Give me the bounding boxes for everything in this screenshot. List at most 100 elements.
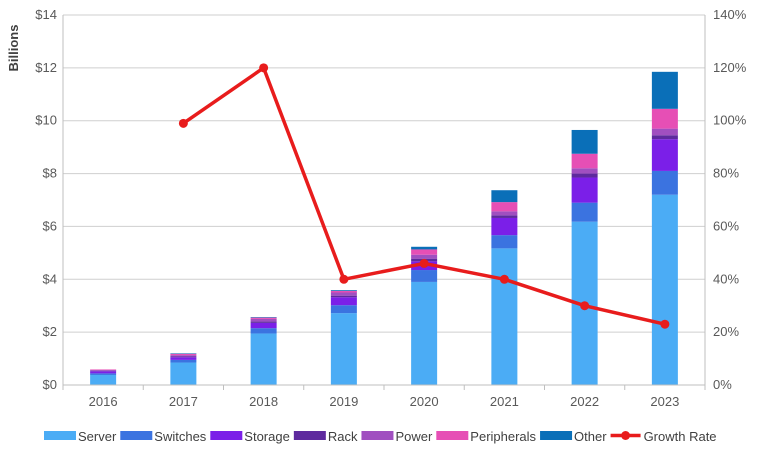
bar-power-2022 <box>571 168 598 174</box>
y2-tick-label: 80% <box>713 166 739 181</box>
bar-rack-2016 <box>90 370 117 372</box>
legend-label: Storage <box>244 429 290 444</box>
x-tick-label: 2016 <box>89 394 118 409</box>
bar-switches-2018 <box>250 328 277 334</box>
bar-rack-2022 <box>571 173 598 178</box>
bar-storage-2021 <box>491 217 518 236</box>
y-tick-label: $4 <box>43 271 57 286</box>
bar-switches-2016 <box>90 373 117 375</box>
growth-rate-point <box>580 301 590 311</box>
x-axis-ticks: 2016 2017 2018 2019 2020 2021 2022 2023 <box>89 394 680 409</box>
bar-switches-2019 <box>330 305 357 314</box>
bar-rack-2023 <box>651 135 678 140</box>
y-tick-label: $2 <box>43 324 57 339</box>
x-tick-label: 2020 <box>410 394 439 409</box>
axes <box>62 15 706 390</box>
bar-server-2019 <box>330 313 357 385</box>
x-tick-label: 2017 <box>169 394 198 409</box>
legend-label: Rack <box>328 429 358 444</box>
y2-tick-label: 140% <box>713 7 747 22</box>
bar-power-2020 <box>411 254 438 259</box>
y2-tick-label: 120% <box>713 60 747 75</box>
y2-tick-label: 60% <box>713 218 739 233</box>
y-tick-label: $10 <box>35 113 57 128</box>
bar-other-2019 <box>330 290 357 291</box>
x-tick-label: 2022 <box>570 394 599 409</box>
bar-storage-2019 <box>330 297 357 306</box>
bar-switches-2023 <box>651 170 678 195</box>
growth-rate-point <box>499 274 509 284</box>
bar-other-2022 <box>571 129 598 154</box>
y2-tick-label: 40% <box>713 271 739 286</box>
legend-swatch-storage <box>210 431 243 440</box>
bar-switches-2022 <box>571 202 598 222</box>
bar-peripherals-2023 <box>651 108 678 129</box>
y2-axis-ticks: 0% 20% 40% 60% 80% 100% 120% 140% <box>713 7 747 392</box>
bar-storage-2022 <box>571 177 598 203</box>
bar-storage-2023 <box>651 139 678 171</box>
bar-rack-2017 <box>170 356 197 358</box>
y-tick-label: $6 <box>43 218 57 233</box>
bar-peripherals-2017 <box>170 353 197 356</box>
bar-switches-2017 <box>170 359 197 363</box>
legend-label: Power <box>395 429 433 444</box>
bar-server-2017 <box>170 362 197 385</box>
bar-server-2021 <box>491 248 518 385</box>
y-axis-label: Billions <box>6 25 21 72</box>
bar-rack-2019 <box>330 295 357 298</box>
bar-peripherals-2018 <box>250 317 277 319</box>
bar-power-2021 <box>491 211 518 216</box>
legend-swatch-server <box>44 431 76 440</box>
bar-other-2018 <box>250 317 277 318</box>
bar-server-2016 <box>90 374 117 385</box>
bar-other-2021 <box>491 190 518 203</box>
y-axis-ticks: $0 $2 $4 $6 $8 $10 $12 $14 <box>35 7 57 392</box>
bar-peripherals-2019 <box>330 290 357 293</box>
gridlines <box>63 14 705 333</box>
bar-peripherals-2020 <box>411 249 438 255</box>
legend: Server Switches Storage Rack Power Peripheral… <box>44 429 717 444</box>
legend-label: Growth Rate <box>644 429 717 444</box>
y-tick-label: $14 <box>35 7 57 22</box>
growth-rate-point <box>419 258 429 268</box>
bar-power-2019 <box>330 292 357 296</box>
bar-storage-2016 <box>90 371 117 374</box>
growth-rate-point <box>339 274 349 284</box>
y-tick-label: $12 <box>35 60 57 75</box>
legend-label: Server <box>78 429 117 444</box>
y2-tick-label: 0% <box>713 377 732 392</box>
bar-other-2020 <box>411 246 438 250</box>
bar-peripherals-2021 <box>491 202 518 212</box>
legend-swatch-switches <box>120 431 153 440</box>
bar-server-2023 <box>651 194 678 385</box>
bar-storage-2018 <box>250 322 277 329</box>
x-tick-label: 2021 <box>490 394 519 409</box>
bar-server-2020 <box>411 281 438 385</box>
growth-rate-point <box>178 118 188 128</box>
growth-rate-point <box>259 63 269 73</box>
y2-tick-label: 100% <box>713 113 747 128</box>
bars <box>90 71 678 385</box>
bar-rack-2021 <box>491 215 518 218</box>
x-tick-label: 2019 <box>329 394 358 409</box>
bar-power-2016 <box>90 369 117 371</box>
legend-label: Switches <box>154 429 207 444</box>
bar-switches-2021 <box>491 235 518 249</box>
bar-server-2018 <box>250 333 277 385</box>
x-tick-label: 2018 <box>249 394 278 409</box>
y-tick-label: $0 <box>43 377 57 392</box>
growth-rate-line <box>178 63 670 329</box>
bar-peripherals-2022 <box>571 153 598 169</box>
x-tick-label: 2023 <box>650 394 679 409</box>
legend-swatch-rack <box>293 431 326 440</box>
bar-rack-2018 <box>250 321 277 323</box>
bar-peripherals-2016 <box>90 369 117 370</box>
bar-power-2023 <box>651 128 678 136</box>
legend-label: Other <box>574 429 607 444</box>
legend-swatch-other <box>540 431 573 440</box>
legend-swatch-peripherals <box>436 431 469 440</box>
growth-rate-point <box>660 319 670 329</box>
y2-tick-label: 20% <box>713 324 739 339</box>
y-tick-label: $8 <box>43 166 57 181</box>
